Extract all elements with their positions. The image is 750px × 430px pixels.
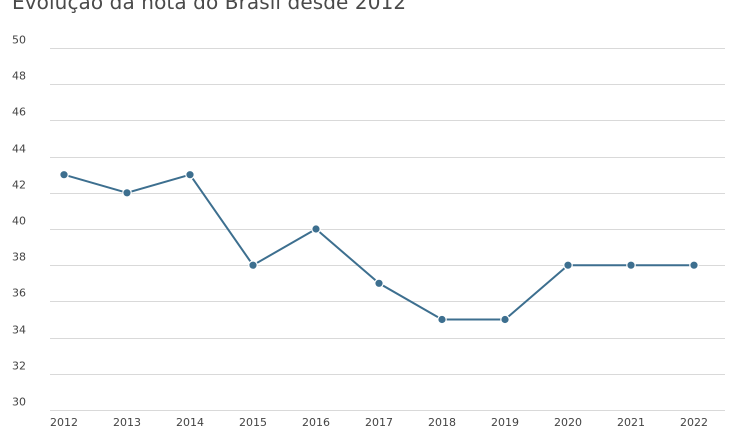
x-tick-label: 2014	[176, 416, 204, 429]
x-tick-label: 2017	[365, 416, 393, 429]
x-tick-label: 2020	[554, 416, 582, 429]
data-point	[374, 278, 384, 289]
y-tick-label: 34	[12, 324, 26, 337]
data-point	[500, 314, 510, 325]
y-axis-tick-labels: 30 32 34 36 38 40 42 44 46 48 50	[12, 34, 26, 409]
x-tick-label: 2012	[50, 416, 78, 429]
y-tick-label: 50	[12, 34, 26, 47]
data-point	[248, 260, 258, 270]
data-points	[59, 169, 699, 325]
data-point	[311, 224, 321, 234]
x-tick-label: 2019	[491, 416, 519, 429]
y-tick-label: 48	[12, 70, 26, 83]
x-axis-tick-labels: 2012 2013 2014 2015 2016 2017 2018 2019 2020 2021…	[50, 416, 708, 429]
x-tick-label: 2018	[428, 416, 456, 429]
x-tick-label: 2022	[680, 416, 708, 429]
x-tick-label: 2015	[239, 416, 267, 429]
y-tick-label: 30	[12, 396, 26, 409]
series	[63, 173, 695, 321]
y-tick-label: 46	[12, 106, 26, 119]
y-tick-label: 40	[12, 215, 26, 228]
data-point	[122, 188, 132, 198]
y-tick-label: 42	[12, 179, 26, 192]
x-tick-label: 2016	[302, 416, 330, 429]
y-tick-label: 38	[12, 251, 26, 264]
x-tick-label: 2013	[113, 416, 141, 429]
x-tick-label: 2021	[617, 416, 645, 429]
y-tick-label: 44	[12, 143, 26, 156]
data-point	[437, 314, 447, 325]
chart-title: Evolução da nota do Brasil desde 2012	[12, 0, 407, 14]
data-point	[563, 260, 573, 270]
y-tick-label: 36	[12, 287, 26, 300]
data-point	[59, 169, 69, 180]
data-point	[689, 260, 699, 270]
y-tick-label: 32	[12, 360, 26, 373]
series-line	[63, 173, 695, 321]
data-point	[185, 169, 195, 180]
grid-lines	[50, 48, 725, 411]
data-point	[626, 260, 636, 270]
